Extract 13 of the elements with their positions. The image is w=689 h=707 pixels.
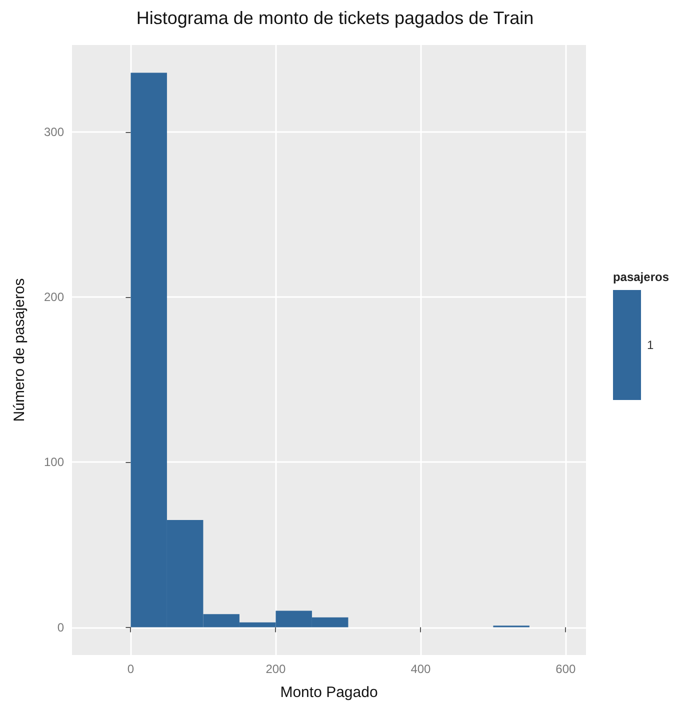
y-axis-title: Número de pasajeros bbox=[11, 278, 28, 422]
y-tick-label: 100 bbox=[44, 455, 64, 470]
x-tick-label: 200 bbox=[266, 662, 286, 676]
legend-title: pasajeros bbox=[612, 270, 669, 284]
x-axis-title: Monto Pagado bbox=[280, 684, 378, 701]
text: 1 bbox=[646, 338, 654, 352]
chart-title: Histograma de monto de tickets pagados de Train bbox=[136, 8, 534, 28]
x-tick-label: 600 bbox=[556, 662, 576, 676]
y-tick-label: 0 bbox=[57, 620, 64, 634]
y-tick-label: 300 bbox=[44, 125, 64, 140]
y-tick-label: 200 bbox=[44, 290, 64, 304]
x-tick-label: 400 bbox=[410, 662, 432, 676]
x-tick-label: 0 bbox=[127, 662, 134, 676]
